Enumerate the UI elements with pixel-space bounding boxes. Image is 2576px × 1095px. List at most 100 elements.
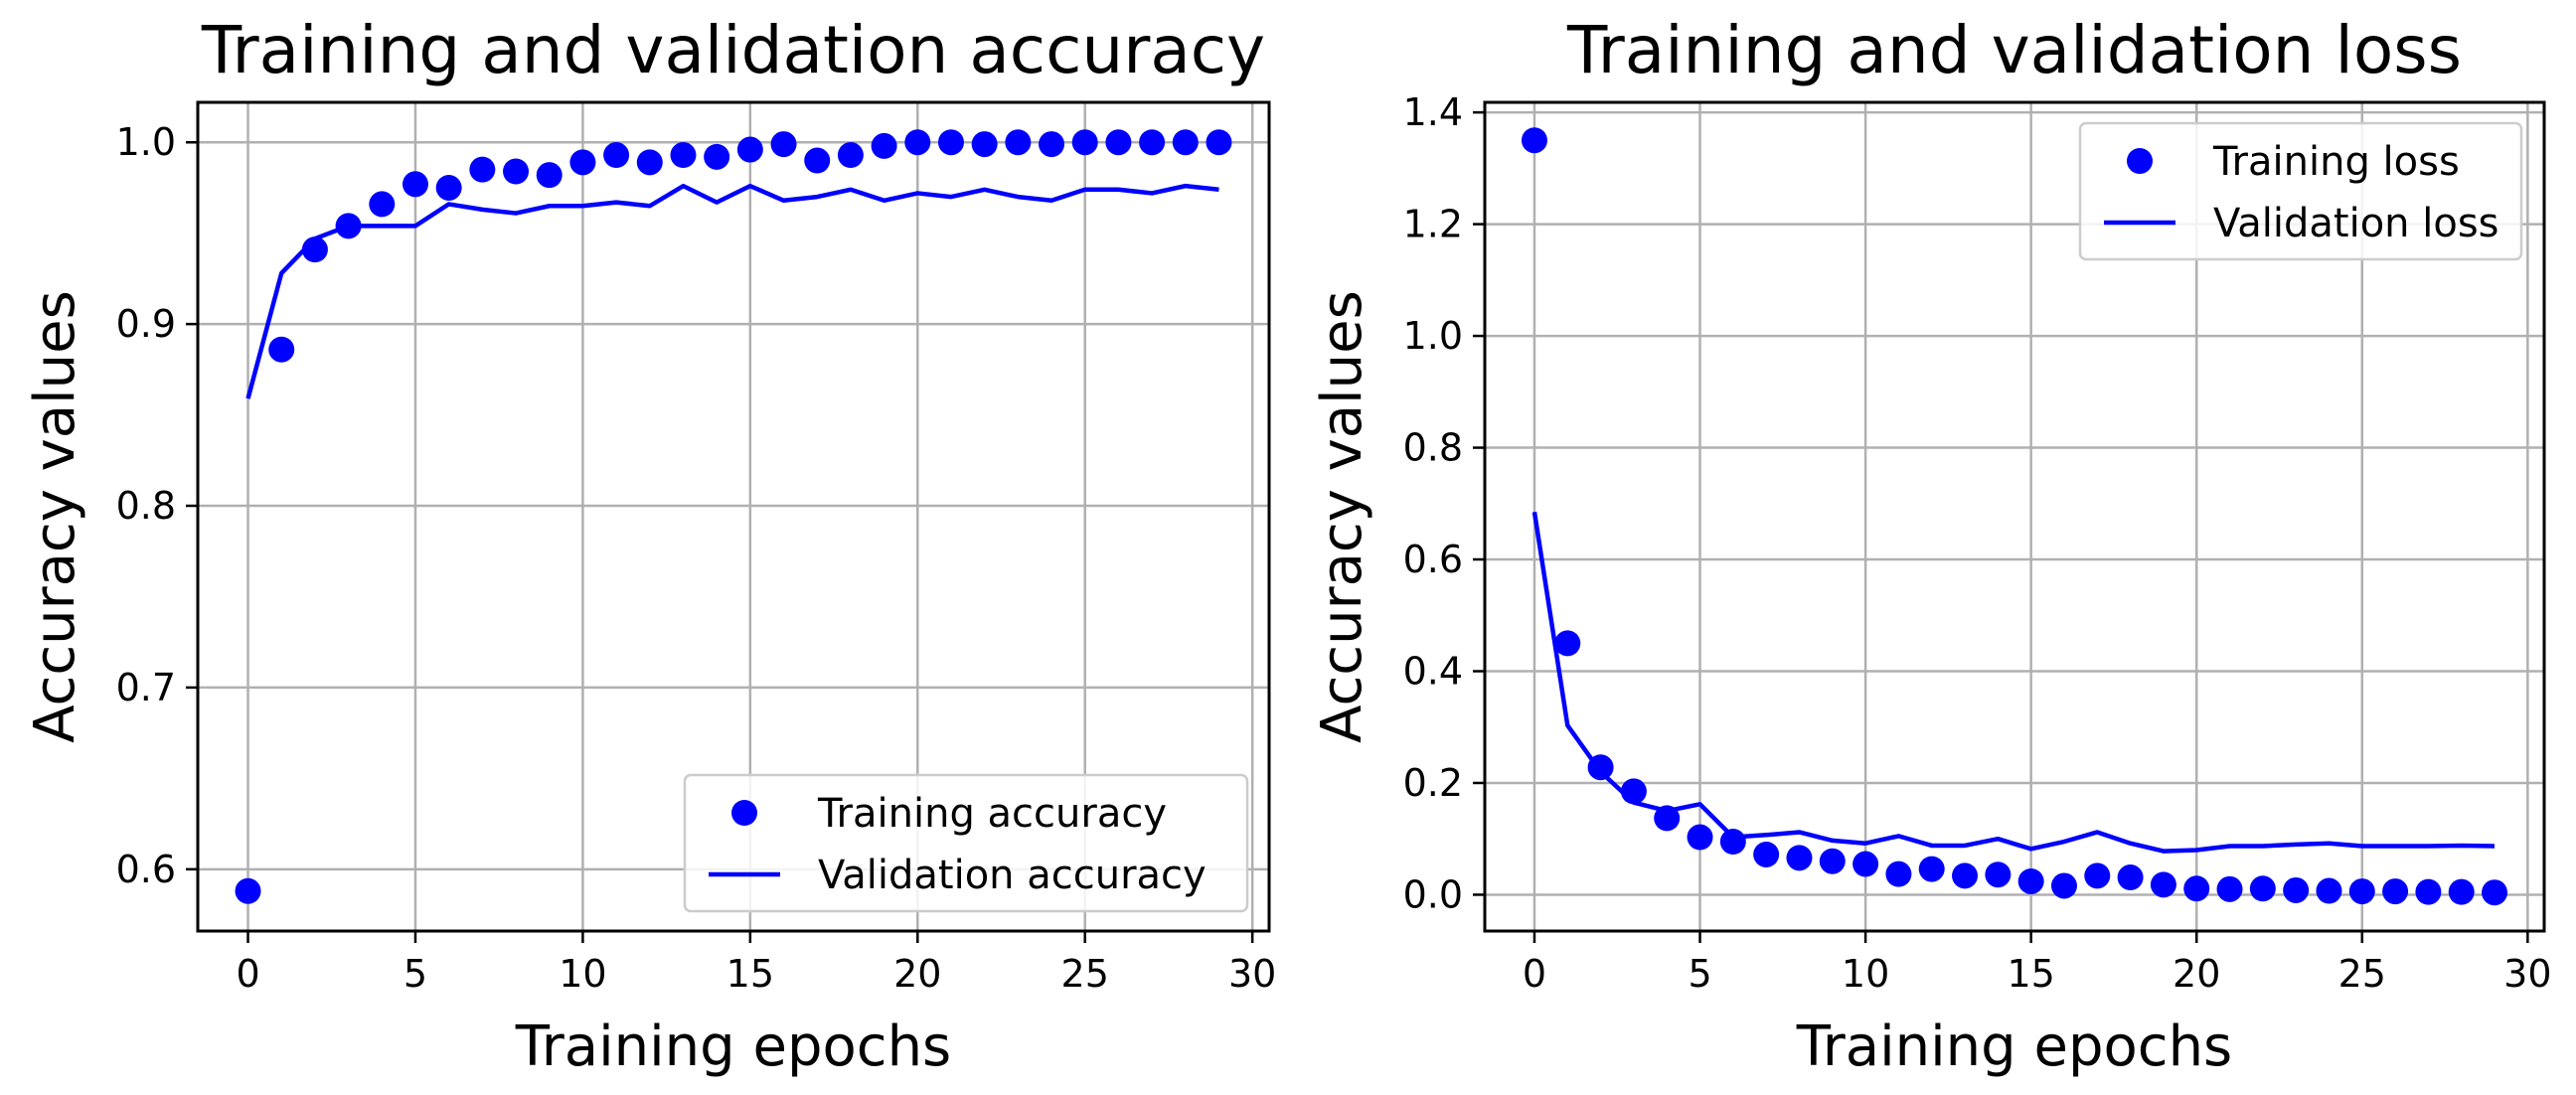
data-point	[871, 132, 897, 159]
axes-frame	[1483, 100, 2546, 933]
data-point	[636, 149, 663, 176]
legend-box	[2078, 121, 2523, 261]
legend: Training loss Validation loss	[2078, 121, 2523, 261]
y-tick-label: 0.9	[116, 302, 176, 346]
data-point	[2249, 875, 2276, 902]
data-point	[1105, 129, 1132, 156]
x-tick-label: 30	[1228, 952, 1276, 996]
y-tick-label: 0.6	[116, 848, 176, 891]
data-point	[2150, 871, 2176, 898]
data-point	[1852, 851, 1879, 877]
data-point	[904, 129, 931, 156]
y-tick-label: 0.8	[1403, 426, 1463, 470]
data-point	[1521, 127, 1547, 154]
data-point	[2482, 879, 2508, 906]
data-point	[1172, 129, 1199, 156]
x-tick-label: 10	[1842, 952, 1889, 996]
data-point	[2283, 876, 2310, 903]
data-point	[971, 131, 998, 158]
x-tick-label: 15	[726, 952, 774, 996]
data-point	[1139, 129, 1166, 156]
data-point	[235, 877, 261, 904]
chart-panel-0: 0 5 10 15 20 25 30 0.6 0.7 0.8 0.9 1.0 Training and …	[23, 12, 1276, 1079]
data-point	[1918, 856, 1945, 882]
data-point	[536, 162, 563, 189]
data-point	[770, 131, 797, 158]
x-tick-label: 30	[2503, 952, 2551, 996]
chart-title: Training and validation accuracy	[201, 12, 1265, 88]
x-tick-label: 25	[1061, 952, 1109, 996]
data-point	[736, 136, 763, 163]
data-point	[2183, 875, 2210, 902]
data-point	[2448, 878, 2475, 905]
axes-frame	[196, 100, 1271, 933]
legend-label: Validation loss	[2213, 201, 2499, 246]
data-point	[1885, 860, 1912, 887]
data-point	[503, 158, 530, 185]
data-point	[670, 142, 697, 169]
legend-dot-marker	[731, 800, 757, 826]
data-point	[469, 156, 496, 183]
y-tick-label: 0.4	[1403, 649, 1463, 693]
x-tick-label: 20	[893, 952, 941, 996]
data-point	[704, 143, 730, 170]
data-point	[369, 191, 396, 218]
data-point	[2084, 862, 2111, 889]
legend-label: Validation accuracy	[818, 853, 1207, 898]
data-point	[1005, 129, 1032, 156]
data-point	[2316, 877, 2342, 904]
x-axis-label: Training epochs	[1796, 1015, 2232, 1079]
x-tick-label: 10	[559, 952, 606, 996]
y-tick-label: 0.6	[1403, 538, 1463, 581]
data-point	[2017, 867, 2044, 894]
data-point	[1985, 861, 2012, 888]
data-point	[1753, 841, 1780, 867]
y-tick-label: 0.0	[1403, 872, 1463, 916]
series-line-validation-loss	[1531, 511, 2496, 854]
data-point	[435, 174, 462, 201]
data-point	[1206, 129, 1232, 156]
data-point	[2117, 864, 2144, 891]
data-point	[603, 142, 630, 169]
data-point	[2216, 875, 2243, 902]
x-tick-label: 0	[236, 952, 259, 996]
data-point	[1819, 848, 1846, 874]
y-tick-label: 1.0	[1403, 314, 1463, 358]
x-tick-label: 20	[2173, 952, 2220, 996]
data-point	[2415, 878, 2442, 905]
y-tick-label: 0.8	[116, 484, 176, 528]
y-tick-label: 1.2	[1403, 203, 1463, 246]
data-point	[569, 149, 596, 176]
legend-box	[683, 773, 1249, 913]
data-point	[1554, 630, 1581, 657]
y-axis-label: Accuracy values	[1310, 290, 1374, 743]
legend-dot-marker	[2127, 148, 2153, 174]
data-point	[804, 147, 831, 174]
x-tick-label: 5	[1688, 952, 1711, 996]
data-point	[1071, 129, 1098, 156]
x-tick-label: 25	[2338, 952, 2386, 996]
series-line-validation-accuracy	[245, 183, 1219, 399]
x-tick-label: 5	[403, 952, 427, 996]
data-point	[1786, 845, 1813, 871]
y-axis-label: Accuracy values	[23, 290, 87, 743]
x-tick-label: 15	[2007, 952, 2054, 996]
x-tick-label: 0	[1523, 952, 1546, 996]
y-tick-label: 1.0	[116, 120, 176, 164]
data-point	[268, 336, 295, 363]
legend-label: Training loss	[2212, 139, 2460, 185]
data-point	[1687, 824, 1713, 851]
y-tick-label: 0.2	[1403, 761, 1463, 805]
data-point	[2382, 878, 2409, 905]
chart-title: Training and validation loss	[1566, 12, 2462, 88]
legend: Training accuracy Validation accuracy	[683, 773, 1249, 913]
data-point	[2348, 878, 2375, 905]
data-point	[837, 142, 864, 169]
y-tick-label: 1.4	[1403, 90, 1463, 134]
chart-panel-1: 0 5 10 15 20 25 30 0.0 0.2 0.4 0.6 0.8 1.0 1.2 1.4 Trai…	[1310, 12, 2552, 1079]
legend-label: Training accuracy	[817, 791, 1167, 837]
data-point	[402, 171, 428, 198]
x-axis-label: Training epochs	[515, 1015, 951, 1079]
data-point	[1039, 131, 1065, 158]
